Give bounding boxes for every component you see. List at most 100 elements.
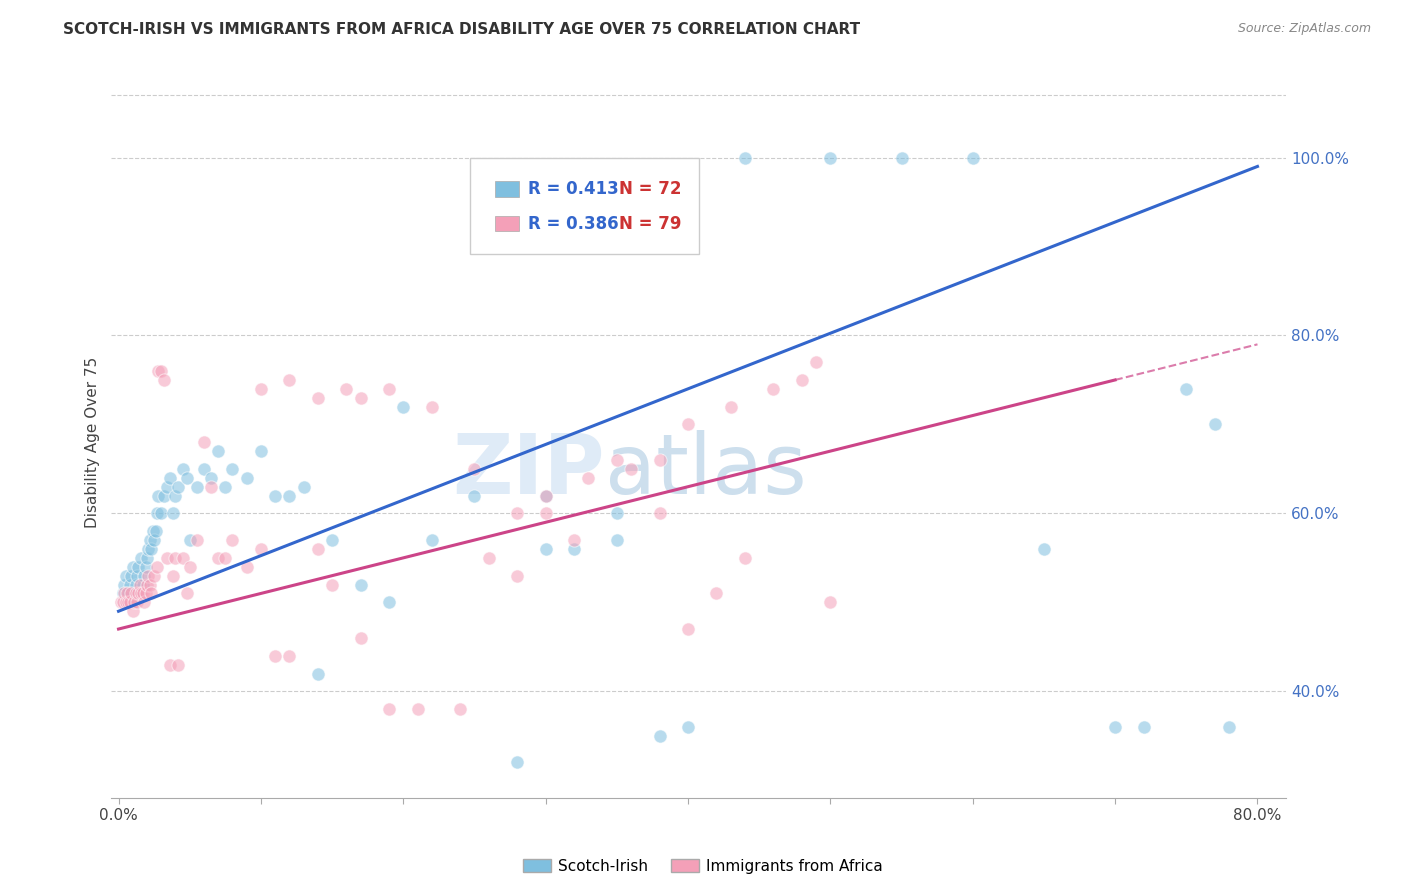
Point <box>153 373 176 387</box>
Point <box>463 489 485 503</box>
Text: R = 0.413: R = 0.413 <box>529 180 619 198</box>
Point <box>478 550 501 565</box>
Point <box>139 533 162 547</box>
Point <box>734 550 756 565</box>
FancyBboxPatch shape <box>470 158 699 253</box>
Point <box>648 729 671 743</box>
Point <box>762 382 785 396</box>
Point <box>562 533 585 547</box>
Point <box>141 541 163 556</box>
Point <box>676 417 699 432</box>
Point <box>122 595 145 609</box>
Point <box>125 595 148 609</box>
Point <box>162 568 184 582</box>
Point <box>172 550 194 565</box>
Point <box>117 586 139 600</box>
Point <box>114 568 136 582</box>
Point <box>890 151 912 165</box>
Point <box>406 702 429 716</box>
Point <box>790 373 813 387</box>
Point <box>1132 720 1154 734</box>
Point <box>193 462 215 476</box>
Point <box>720 400 742 414</box>
Point <box>145 524 167 538</box>
Point <box>132 577 155 591</box>
Point <box>506 756 529 770</box>
Point <box>120 568 142 582</box>
Point <box>134 568 156 582</box>
Point <box>576 471 599 485</box>
Point <box>162 507 184 521</box>
Point <box>172 462 194 476</box>
Point <box>221 462 243 476</box>
Point <box>264 648 287 663</box>
Point <box>136 577 159 591</box>
Point <box>534 541 557 556</box>
Y-axis label: Disability Age Over 75: Disability Age Over 75 <box>86 357 100 528</box>
Point <box>307 666 329 681</box>
Point <box>804 355 827 369</box>
Point <box>179 559 201 574</box>
Point <box>121 559 143 574</box>
Point <box>292 480 315 494</box>
Point <box>112 586 135 600</box>
Point <box>200 471 222 485</box>
Point <box>962 151 984 165</box>
Point <box>1204 417 1226 432</box>
Point <box>165 489 187 503</box>
Point <box>135 559 157 574</box>
Point <box>264 489 287 503</box>
Point <box>186 533 208 547</box>
Point <box>143 533 166 547</box>
Point <box>176 471 198 485</box>
Point <box>449 702 471 716</box>
Point <box>121 604 143 618</box>
Point <box>150 364 173 378</box>
Point <box>235 559 257 574</box>
Point <box>156 480 179 494</box>
Point <box>111 595 134 609</box>
Point <box>124 577 146 591</box>
Point <box>165 550 187 565</box>
Point <box>278 648 301 663</box>
Point <box>648 453 671 467</box>
Point <box>125 568 148 582</box>
Point <box>131 550 153 565</box>
Point <box>214 550 236 565</box>
Point <box>278 373 301 387</box>
Point <box>250 541 273 556</box>
Point <box>278 489 301 503</box>
Point <box>562 541 585 556</box>
Point <box>159 471 181 485</box>
Point <box>117 595 139 609</box>
Text: R = 0.386: R = 0.386 <box>529 215 619 233</box>
Point <box>463 462 485 476</box>
Point <box>307 391 329 405</box>
Point <box>207 550 229 565</box>
Point <box>335 382 357 396</box>
Point <box>143 568 166 582</box>
Point <box>179 533 201 547</box>
Point <box>115 595 138 609</box>
Point <box>307 541 329 556</box>
Point <box>378 382 401 396</box>
Point <box>392 400 415 414</box>
Point <box>1218 720 1240 734</box>
Point <box>676 720 699 734</box>
Point <box>506 568 529 582</box>
Point <box>349 631 371 645</box>
Point <box>127 586 149 600</box>
Point <box>167 480 190 494</box>
Point <box>148 364 170 378</box>
Point <box>1175 382 1198 396</box>
Point <box>820 595 842 609</box>
Point <box>128 586 150 600</box>
Point <box>186 480 208 494</box>
Point <box>114 595 136 609</box>
Text: SCOTCH-IRISH VS IMMIGRANTS FROM AFRICA DISABILITY AGE OVER 75 CORRELATION CHART: SCOTCH-IRISH VS IMMIGRANTS FROM AFRICA D… <box>63 22 860 37</box>
Point <box>734 151 756 165</box>
Point <box>620 462 643 476</box>
Point <box>534 489 557 503</box>
Point <box>138 541 160 556</box>
Point <box>167 657 190 672</box>
